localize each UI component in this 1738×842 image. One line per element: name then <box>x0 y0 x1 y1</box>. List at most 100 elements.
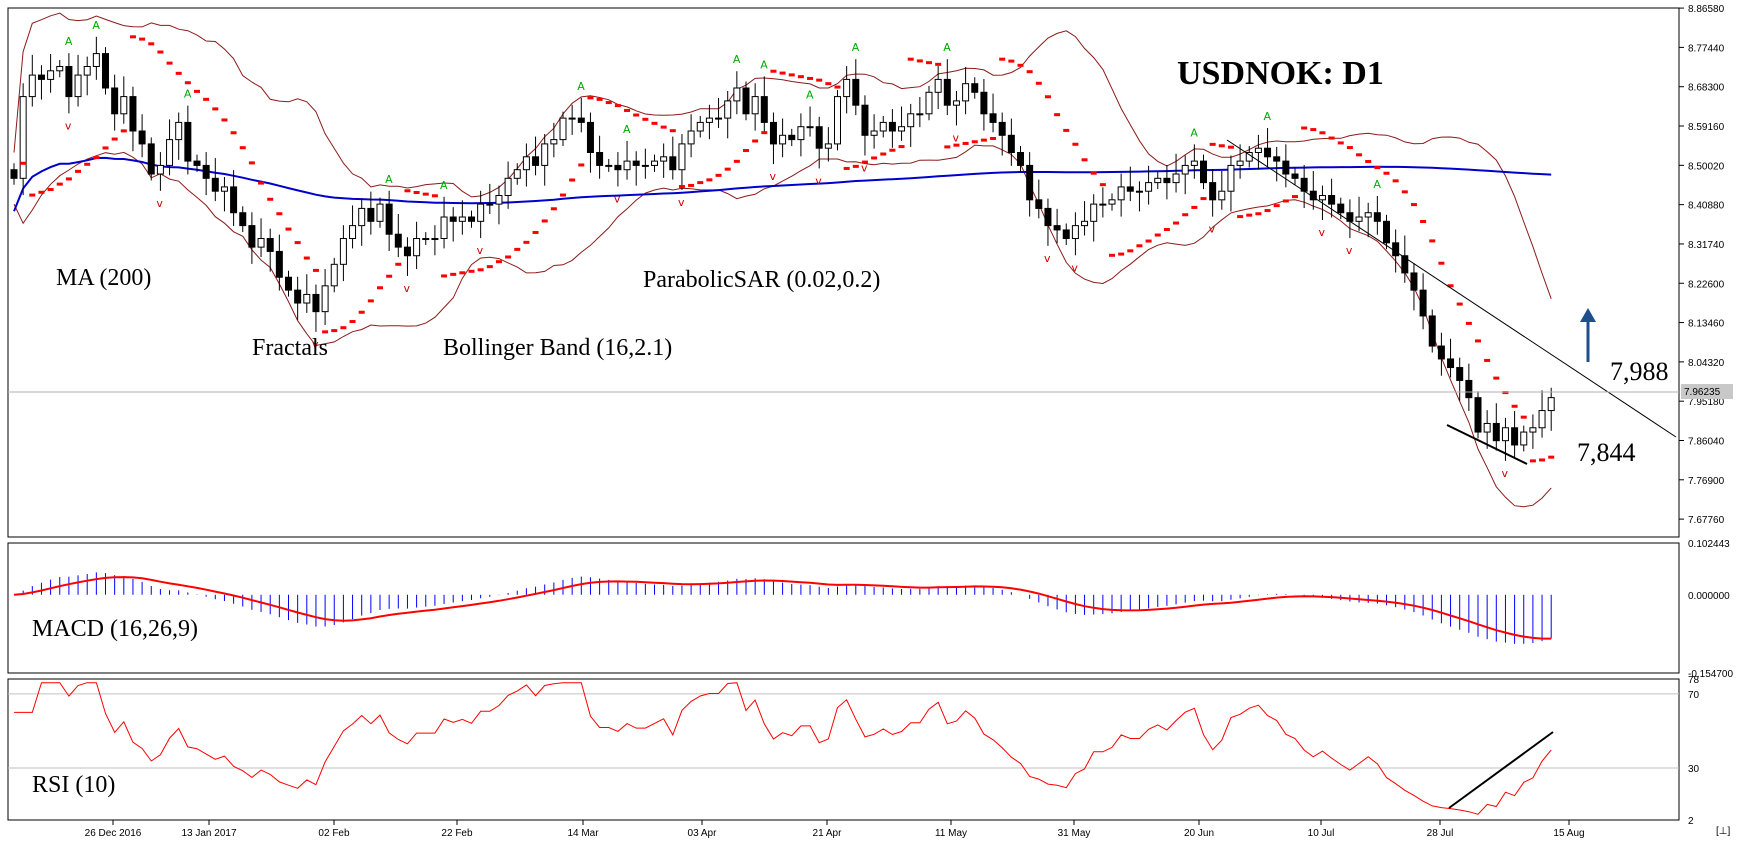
sar-dot <box>514 247 521 251</box>
candle-body <box>779 134 787 145</box>
sar-dot <box>422 192 429 196</box>
sar-dot <box>239 146 246 150</box>
sar-dot <box>1346 146 1353 150</box>
candle-body <box>1062 229 1070 240</box>
sar-dot <box>1008 59 1015 63</box>
candle-body <box>504 177 512 197</box>
candle-body <box>861 104 869 136</box>
candle-body <box>769 121 777 145</box>
sar-dot <box>184 81 191 85</box>
sar-dot <box>1282 199 1289 203</box>
sar-dot <box>706 178 713 182</box>
sar-dot <box>84 162 91 166</box>
x-tick-label: 14 Mar <box>567 828 599 839</box>
candle-body <box>733 87 741 102</box>
fractal-down-icon: v <box>1501 467 1508 480</box>
fractal-down-icon: v <box>952 131 959 144</box>
sar-dot <box>1484 358 1491 362</box>
y-tick-label: 8.86580 <box>1688 4 1725 15</box>
y-tick-label: 7.86040 <box>1688 436 1725 447</box>
rsi-line <box>14 682 1552 815</box>
support-value: 7,844 <box>1577 438 1636 467</box>
candle-body <box>1282 160 1290 175</box>
candle-body <box>403 246 411 257</box>
candle-body <box>1529 427 1537 433</box>
candle-body <box>83 65 91 76</box>
sar-dot <box>1456 302 1463 306</box>
candle-body <box>1126 186 1134 192</box>
candle-body <box>742 87 750 115</box>
candle-body <box>1044 207 1052 227</box>
candle-body <box>1456 367 1464 381</box>
x-tick-label: 21 Apr <box>813 828 843 839</box>
candle-body <box>129 96 137 132</box>
candle-body <box>202 164 210 179</box>
candle-body <box>28 74 36 98</box>
sar-dot <box>1292 195 1298 199</box>
candle-body <box>852 78 860 106</box>
candle-body <box>102 53 109 89</box>
sar-dot <box>807 76 814 80</box>
rsi-series-layer <box>8 682 1679 815</box>
sar-dot <box>761 131 768 135</box>
fractal-down-icon: v <box>1346 244 1353 257</box>
y-tick-label: 8.59160 <box>1688 122 1725 133</box>
ma-label: MA (200) <box>56 265 151 291</box>
sar-dot <box>65 177 72 181</box>
candle-body <box>760 96 768 123</box>
candle-body <box>870 130 878 136</box>
macd-tick-label: 0.000000 <box>1688 591 1730 602</box>
sar-dot <box>596 97 603 101</box>
sar-dot <box>166 61 173 65</box>
sar-dot <box>1520 415 1527 419</box>
sar-dot <box>431 194 438 198</box>
sar-dot <box>139 37 146 41</box>
resistance-trendline <box>1226 139 1677 438</box>
candle-body <box>1172 173 1180 184</box>
price-readout-box <box>1681 384 1733 399</box>
fractal-down-icon: v <box>312 338 319 351</box>
candle-body <box>321 285 329 313</box>
sar-dot <box>642 117 649 121</box>
sar-dot <box>788 73 795 77</box>
sar-dot <box>1548 455 1555 459</box>
candle-body <box>1410 272 1418 291</box>
sar-dot <box>861 160 868 164</box>
sar-dot <box>413 190 420 194</box>
candle-body <box>1017 152 1024 166</box>
sar-dot <box>944 145 951 149</box>
sar-dot <box>962 141 969 145</box>
sar-dot <box>1401 190 1408 194</box>
sar-dot <box>935 62 942 66</box>
candle-body <box>431 238 439 241</box>
candle-body <box>898 126 906 132</box>
sar-dot <box>395 262 402 266</box>
candle-body <box>1437 345 1445 360</box>
macd-label: MACD (16,26,9) <box>32 616 198 642</box>
candle-body <box>1483 422 1491 433</box>
candle-body <box>568 117 576 120</box>
scroll-end-icon[interactable]: [⊥] <box>1716 826 1730 837</box>
sar-dot <box>1090 171 1097 175</box>
sar-dot <box>779 71 786 75</box>
candle-body <box>1145 182 1153 192</box>
candle-body <box>440 216 448 240</box>
candle-body <box>943 78 951 106</box>
candle-body <box>605 164 613 167</box>
candle-body <box>330 263 338 287</box>
price-readout: 7.96235 <box>1684 387 1721 398</box>
candle-body <box>522 156 530 171</box>
fractal-up-icon: A <box>852 41 860 54</box>
fractal-up-icon: A <box>760 58 768 71</box>
candle-body <box>257 238 265 248</box>
sar-dot <box>971 140 978 144</box>
candle-body <box>385 203 393 235</box>
x-tick-label: 26 Dec 2016 <box>85 828 142 839</box>
candle-body <box>916 113 924 116</box>
candle-body <box>843 78 851 98</box>
sar-dot <box>322 330 329 334</box>
sar-dot <box>999 57 1006 61</box>
candle-body <box>879 121 887 132</box>
candle-body <box>934 78 942 93</box>
sar-dot <box>386 274 393 278</box>
